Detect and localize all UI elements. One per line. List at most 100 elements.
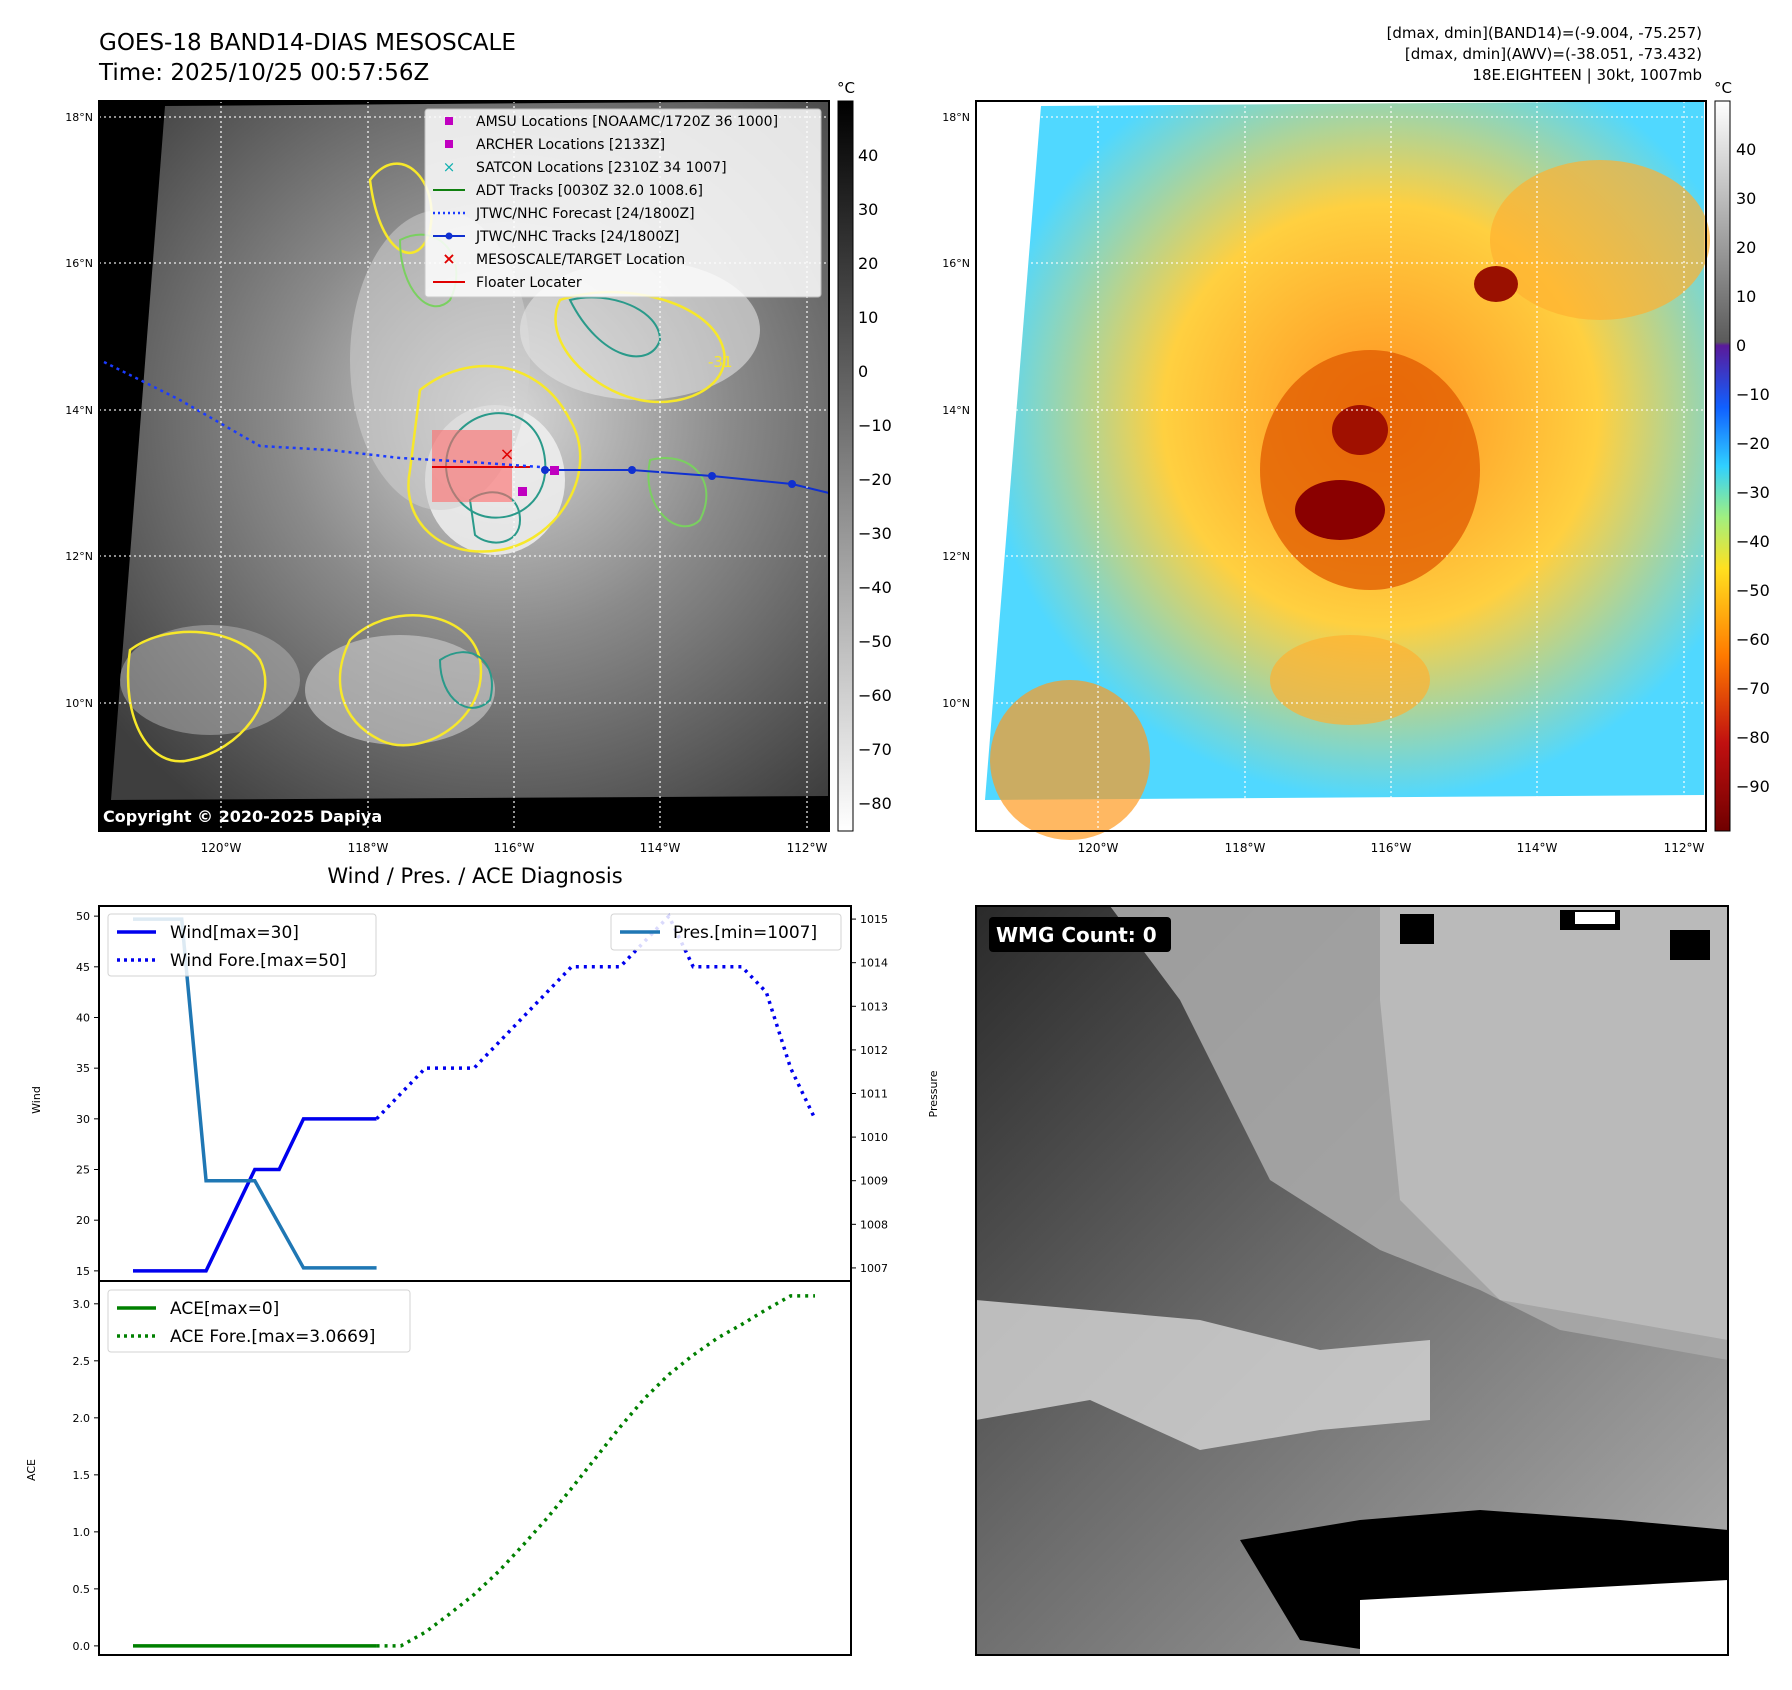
pressure-y-tick-label: 1012 bbox=[860, 1044, 888, 1057]
svg-text:14°N: 14°N bbox=[942, 404, 970, 417]
svg-text:120°W: 120°W bbox=[201, 841, 242, 855]
left-lat-labels: 18°N 16°N 14°N 12°N 10°N bbox=[65, 111, 93, 710]
ace-y-tick-label: 0.0 bbox=[73, 1640, 91, 1653]
pressure-y-tick-label: 1011 bbox=[860, 1088, 888, 1101]
ace-legend: ACE[max=0] ACE Fore.[max=3.0669] bbox=[107, 1289, 411, 1353]
right-map-panel bbox=[975, 100, 1710, 840]
pressure-y-tick-label: 1014 bbox=[860, 957, 888, 970]
svg-text:−50: −50 bbox=[1736, 581, 1770, 600]
svg-text:18°N: 18°N bbox=[942, 111, 970, 124]
ace-y-ticks: 3.0 2.5 2.0 1.5 1.0 0.5 0.0 bbox=[73, 1298, 99, 1653]
svg-text:112°W: 112°W bbox=[787, 841, 828, 855]
storm-core-3 bbox=[1474, 266, 1518, 302]
svg-text:−70: −70 bbox=[858, 740, 892, 759]
left-lon-labels: 120°W 118°W 116°W 114°W 112°W bbox=[201, 841, 828, 855]
svg-text:−40: −40 bbox=[1736, 532, 1770, 551]
wind-legend-right: Pres.[min=1007] bbox=[610, 913, 842, 951]
left-colorbar: °C 40 30 20 10 0 −10 −20 −30 −40 −50 −60… bbox=[837, 79, 892, 832]
ace-y-tick-label: 2.0 bbox=[73, 1412, 91, 1425]
svg-text:−10: −10 bbox=[858, 416, 892, 435]
series-ace-fore-max-3-0669- bbox=[376, 1294, 815, 1648]
right-colorbar: °C 40 30 20 10 0 −10 −20 −30 −40 −50 −60… bbox=[1714, 79, 1770, 832]
track-point bbox=[628, 466, 636, 474]
legend-adt: ADT Tracks [0030Z 32.0 1008.6] bbox=[476, 183, 703, 199]
legend-forecast: JTWC/NHC Forecast [24/1800Z] bbox=[475, 206, 695, 222]
svg-text:−30: −30 bbox=[1736, 483, 1770, 502]
svg-text:−80: −80 bbox=[1736, 728, 1770, 747]
contour-label: -31 bbox=[708, 353, 733, 371]
wmg-label-bg bbox=[989, 917, 1171, 952]
ace-y-tick-label: 2.5 bbox=[73, 1355, 91, 1368]
svg-text:−60: −60 bbox=[1736, 630, 1770, 649]
svg-text:−60: −60 bbox=[858, 686, 892, 705]
pressure-y-tick-label: 1010 bbox=[860, 1131, 888, 1144]
storm-core-1 bbox=[1295, 480, 1385, 540]
stats-band14: [dmax, dmin](BAND14)=(-9.004, -75.257) bbox=[1387, 24, 1702, 42]
svg-text:−90: −90 bbox=[1736, 777, 1770, 796]
svg-text:112°W: 112°W bbox=[1664, 841, 1705, 855]
svg-text:−10: −10 bbox=[1736, 385, 1770, 404]
svg-text:10°N: 10°N bbox=[65, 697, 93, 710]
wind-y-tick-label: 20 bbox=[76, 1214, 90, 1227]
wind-y-ticks: 50 45 40 35 30 25 20 15 bbox=[76, 910, 99, 1278]
legend-wind-fore: Wind Fore.[max=50] bbox=[170, 951, 346, 971]
pressure-y-tick-label: 1007 bbox=[860, 1262, 888, 1275]
right-lon-labels: 120°W 118°W 116°W 114°W 112°W bbox=[1078, 841, 1705, 855]
svg-text:10: 10 bbox=[858, 308, 878, 327]
wmg-count: WMG Count: 0 bbox=[996, 923, 1157, 947]
pressure-axis-label: Pressure bbox=[927, 1070, 940, 1117]
svg-text:−40: −40 bbox=[858, 578, 892, 597]
legend-target: MESOSCALE/TARGET Location bbox=[476, 252, 685, 268]
forecast-track bbox=[103, 360, 541, 469]
legend-satcon: SATCON Locations [2310Z 34 1007] bbox=[476, 160, 727, 176]
right-lat-labels: 18°N 16°N 14°N 12°N 10°N bbox=[942, 111, 970, 710]
wind-y-tick-label: 15 bbox=[76, 1265, 90, 1278]
legend-amsu: AMSU Locations [NOAAMC/1720Z 36 1000] bbox=[476, 114, 778, 130]
ace-y-tick-label: 1.0 bbox=[73, 1526, 91, 1539]
legend-ace-fore: ACE Fore.[max=3.0669] bbox=[170, 1327, 375, 1347]
svg-text:20: 20 bbox=[1736, 238, 1756, 257]
wind-y-tick-label: 45 bbox=[76, 961, 90, 974]
storm-core-2 bbox=[1332, 405, 1388, 455]
amsu-marker bbox=[550, 466, 559, 475]
svg-text:0: 0 bbox=[858, 362, 868, 381]
left-map-panel: -31 × AMSU Locations [NOAAMC/1720Z 36 10… bbox=[98, 100, 830, 832]
svg-text:−20: −20 bbox=[1736, 434, 1770, 453]
wind-legend-left: Wind[max=30] Wind Fore.[max=50] bbox=[107, 913, 377, 977]
copyright: Copyright © 2020-2025 Dapiya bbox=[103, 807, 382, 826]
svg-text:0: 0 bbox=[1736, 336, 1746, 355]
figure-time: Time: 2025/10/25 00:57:56Z bbox=[98, 60, 429, 86]
svg-text:40: 40 bbox=[1736, 140, 1756, 159]
ace-y-tick-label: 3.0 bbox=[73, 1298, 91, 1311]
wind-axis-label: Wind bbox=[30, 1086, 43, 1114]
legend-archer-icon bbox=[445, 140, 453, 148]
wind-y-tick-label: 35 bbox=[76, 1062, 90, 1075]
svg-text:116°W: 116°W bbox=[494, 841, 535, 855]
ace-series bbox=[133, 1294, 815, 1648]
ace-y-tick-label: 1.5 bbox=[73, 1469, 91, 1482]
svg-text:118°W: 118°W bbox=[348, 841, 389, 855]
svg-text:−80: −80 bbox=[858, 794, 892, 813]
legend-floater: Floater Locater bbox=[476, 275, 582, 291]
wind-y-tick-label: 50 bbox=[76, 910, 90, 923]
contour-yellow bbox=[407, 364, 582, 553]
ace-axis-label: ACE bbox=[25, 1459, 38, 1481]
left-colorbar-unit: °C bbox=[837, 79, 855, 97]
right-gridlines bbox=[976, 101, 1706, 831]
legend-pressure: Pres.[min=1007] bbox=[673, 923, 817, 943]
svg-text:16°N: 16°N bbox=[65, 257, 93, 270]
series-wind-max-30- bbox=[133, 1117, 377, 1273]
svg-text:118°W: 118°W bbox=[1225, 841, 1266, 855]
map-legend: AMSU Locations [NOAAMC/1720Z 36 1000] AR… bbox=[424, 108, 822, 298]
pressure-y-tick-label: 1009 bbox=[860, 1175, 888, 1188]
legend-satcon-icon: × bbox=[443, 158, 456, 176]
legend-target-icon: × bbox=[442, 249, 455, 268]
svg-text:114°W: 114°W bbox=[1517, 841, 1558, 855]
legend-wind: Wind[max=30] bbox=[170, 923, 299, 943]
ace-chart: ACE 3.0 2.5 2.0 1.5 1.0 0.5 0.0 ACE[max=0] ACE… bbox=[25, 1280, 852, 1656]
diagnosis-title: Wind / Pres. / ACE Diagnosis bbox=[327, 864, 622, 888]
svg-text:16°N: 16°N bbox=[942, 257, 970, 270]
svg-text:12°N: 12°N bbox=[942, 550, 970, 563]
legend-tracks: JTWC/NHC Tracks [24/1800Z] bbox=[475, 229, 679, 245]
